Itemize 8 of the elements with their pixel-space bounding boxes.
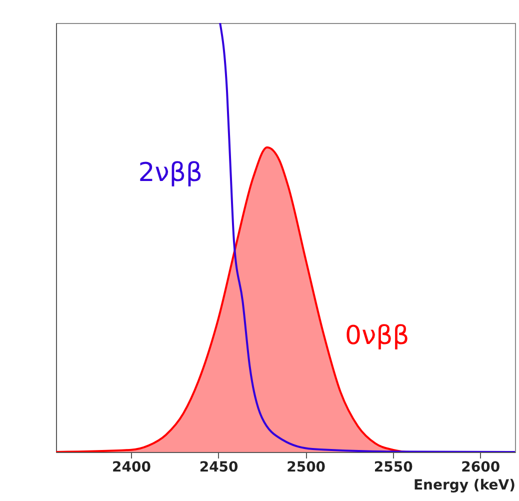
series-label: 2νββ	[138, 158, 203, 188]
x-tick-label: 2400	[112, 460, 152, 476]
x-tick-label: 2600	[461, 460, 500, 476]
series-label: 0νββ	[345, 320, 410, 351]
x-tick-label: 2500	[286, 460, 326, 476]
x-tick-label: 2450	[199, 460, 239, 476]
x-tick-label: 2550	[374, 460, 414, 476]
x-axis-title: Energy (keV)	[413, 478, 516, 494]
